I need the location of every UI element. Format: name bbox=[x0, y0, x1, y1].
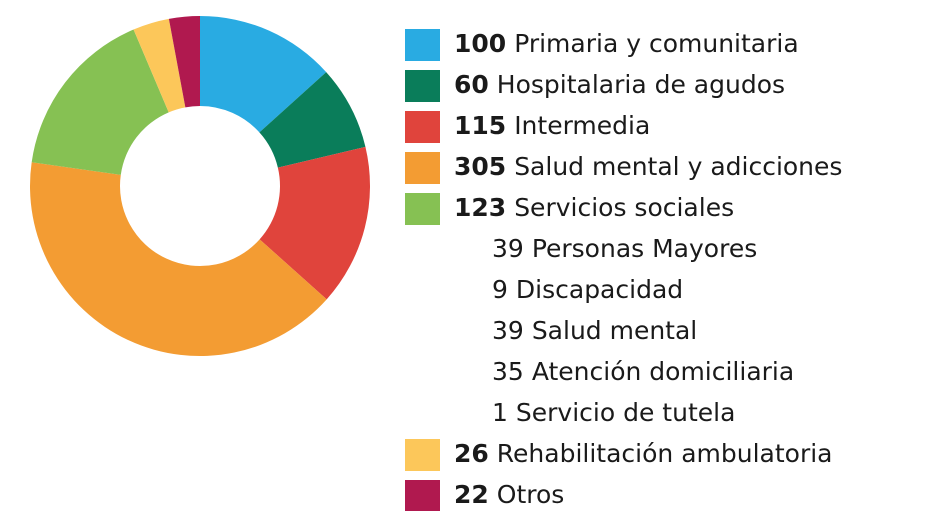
donut-slice bbox=[259, 146, 370, 300]
legend-swatch bbox=[405, 152, 440, 184]
sub-value: 1 bbox=[492, 398, 508, 427]
donut-slice bbox=[259, 72, 366, 168]
donut-slice bbox=[133, 18, 186, 113]
legend-entry: 100 Primaria y comunitaria bbox=[454, 29, 799, 58]
sub-label: Servicio de tutela bbox=[516, 398, 736, 427]
legend-label: Salud mental y adicciones bbox=[514, 152, 842, 181]
sub-value: 35 bbox=[492, 357, 524, 386]
sub-value: 39 bbox=[492, 234, 524, 263]
donut-slice bbox=[168, 16, 200, 108]
sub-value: 9 bbox=[492, 275, 508, 304]
legend-label: Primaria y comunitaria bbox=[514, 29, 798, 58]
sub-value: 39 bbox=[492, 316, 524, 345]
legend-entry: 123 Servicios sociales bbox=[454, 193, 734, 222]
sub-label: Discapacidad bbox=[516, 275, 683, 304]
sub-label: Personas Mayores bbox=[532, 234, 757, 263]
legend-label: Servicios sociales bbox=[514, 193, 734, 222]
legend-swatch bbox=[405, 70, 440, 102]
legend-swatch bbox=[405, 111, 440, 143]
legend-entry: 60 Hospitalaria de agudos bbox=[454, 70, 785, 99]
legend-swatch bbox=[405, 193, 440, 225]
legend-value: 22 bbox=[454, 480, 489, 509]
legend-value: 305 bbox=[454, 152, 506, 181]
legend-entry: 22 Otros bbox=[454, 480, 564, 509]
legend-value: 60 bbox=[454, 70, 489, 99]
legend-entry: 115 Intermedia bbox=[454, 111, 650, 140]
donut-slice bbox=[200, 16, 327, 133]
sub-label: Atención domiciliaria bbox=[532, 357, 794, 386]
legend-entry: 26 Rehabilitación ambulatoria bbox=[454, 439, 833, 468]
legend-value: 123 bbox=[454, 193, 506, 222]
sub-label: Salud mental bbox=[532, 316, 697, 345]
sub-entry: 9 Discapacidad bbox=[492, 275, 683, 304]
legend-swatch bbox=[405, 480, 440, 511]
donut-slice bbox=[31, 29, 169, 175]
sub-entry: 35 Atención domiciliaria bbox=[492, 357, 794, 386]
legend-entry: 305 Salud mental y adicciones bbox=[454, 152, 842, 181]
donut-slice bbox=[30, 162, 327, 356]
legend-swatch bbox=[405, 29, 440, 61]
sub-entry: 1 Servicio de tutela bbox=[492, 398, 735, 427]
legend-label: Hospitalaria de agudos bbox=[497, 70, 785, 99]
legend-label: Rehabilitación ambulatoria bbox=[497, 439, 833, 468]
sub-entry: 39 Personas Mayores bbox=[492, 234, 757, 263]
legend-label: Intermedia bbox=[514, 111, 650, 140]
legend-value: 26 bbox=[454, 439, 489, 468]
sub-entry: 39 Salud mental bbox=[492, 316, 697, 345]
legend-value: 100 bbox=[454, 29, 506, 58]
legend-swatch bbox=[405, 439, 440, 471]
legend-value: 115 bbox=[454, 111, 506, 140]
legend-label: Otros bbox=[497, 480, 565, 509]
